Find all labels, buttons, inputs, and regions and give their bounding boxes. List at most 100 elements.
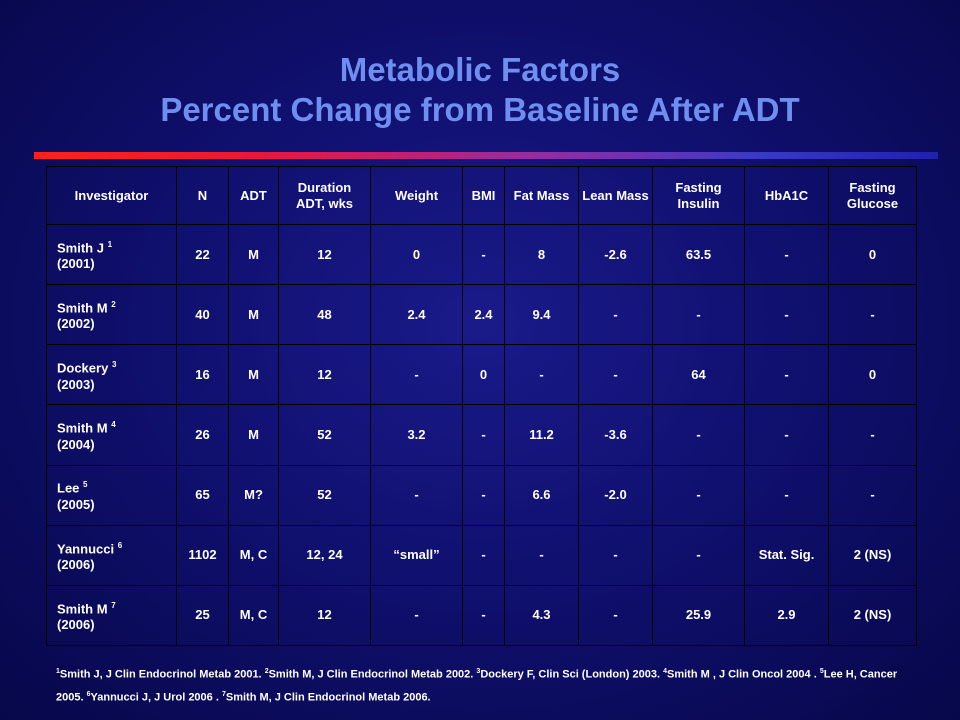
table-cell: -2.0 [578, 464, 653, 526]
investigator-name: Lee 5 [57, 477, 173, 496]
table-cell: 64 [652, 344, 745, 406]
investigator-year: (2002) [57, 316, 95, 332]
table-cell: M [228, 284, 279, 346]
table-cell: - [462, 464, 505, 526]
table-cell: 2.9 [744, 584, 829, 647]
table-cell: “small” [370, 524, 463, 586]
investigator-name-text: Lee [57, 480, 80, 496]
footnote-citation: Smith M , J Clin Oncol 2004 . [667, 668, 820, 681]
table-cell: 4.3 [504, 584, 579, 647]
title-line-2: Percent Change from Baseline After ADT [160, 91, 800, 128]
table-cell: - [744, 284, 829, 346]
investigator-year: (2001) [57, 256, 95, 272]
investigator-cell: Yannucci 6 (2006) [46, 524, 177, 586]
header-lean-mass: Lean Mass [578, 166, 653, 225]
table-cell: - [652, 464, 745, 526]
footnote-citation: Lee H, Cancer 2005. [56, 668, 898, 704]
table-cell: -2.6 [578, 223, 653, 286]
investigator-name: Smith J 1 [57, 237, 173, 256]
table-cell: - [744, 464, 829, 526]
table-cell: M? [228, 464, 279, 526]
table-cell: 11.2 [504, 404, 579, 466]
reference-number: 5 [83, 480, 88, 490]
header-fasting-insulin: Fasting Insulin [652, 166, 745, 225]
table-cell: 52 [278, 404, 371, 466]
investigator-cell: Smith M 7 (2006) [46, 584, 177, 647]
table-cell: - [370, 464, 463, 526]
table-cell: 6.6 [504, 464, 579, 526]
header-bmi: BMI [462, 166, 505, 225]
table-cell: - [744, 344, 829, 406]
footnote-ref-number: 3 [476, 668, 481, 675]
table-cell: - [744, 223, 829, 286]
investigator-year: (2003) [57, 376, 95, 392]
investigator-cell: Smith M 2 (2002) [46, 284, 177, 346]
reference-number: 7 [111, 600, 116, 610]
table-cell: 0 [828, 223, 917, 286]
table-row: Lee 5 (2005) 65 M? 52- -6.6 -2.0- - - [46, 464, 917, 526]
investigator-name: Yannucci 6 [57, 538, 173, 557]
investigator-cell: Smith M 4 (2004) [46, 404, 177, 466]
investigator-year: (2005) [57, 496, 95, 512]
table-cell: 65 [176, 464, 229, 526]
table-cell: -3.6 [578, 404, 653, 466]
table-cell: Stat. Sig. [744, 524, 829, 586]
investigator-name-text: Smith M [57, 300, 108, 316]
table-cell: 2.4 [370, 284, 463, 346]
table-cell: 12 [278, 344, 371, 406]
footnote-citation: Yannucci J, J Urol 2006 . [90, 691, 222, 704]
footnote-ref-number: 2 [264, 668, 269, 675]
table-cell: M [228, 344, 279, 406]
table-row: Yannucci 6 (2006) 1102 M, C 12, 24 “small” - - -… [46, 524, 917, 586]
table-cell: 22 [176, 223, 229, 286]
footnote-ref-number: 1 [56, 668, 60, 675]
table-cell: 1102 [176, 524, 229, 586]
table-cell: M, C [228, 524, 279, 586]
table-cell: - [370, 584, 463, 647]
table-cell: - [462, 584, 505, 647]
table-cell: M [228, 404, 279, 466]
header-weight: Weight [370, 166, 463, 225]
table-cell: - [504, 524, 579, 586]
table-header-row: Investigator N ADT Duration ADT, wks Wei… [46, 166, 917, 225]
table-cell: 26 [176, 404, 229, 466]
table-cell: - [578, 344, 653, 406]
footnote-citation: Smith M, J Clin Endocrinol Metab 2002. [268, 668, 477, 681]
table-cell: 0 [828, 344, 917, 406]
table-cell: - [828, 404, 917, 466]
investigator-name-text: Dockery [57, 360, 109, 376]
header-hba1c: HbA1C [744, 166, 829, 225]
investigator-cell: Dockery 3 (2003) [46, 344, 177, 406]
table-cell: - [578, 524, 653, 586]
table-cell: - [504, 344, 579, 406]
table-cell: - [828, 464, 917, 526]
table-cell: 0 [462, 344, 505, 406]
table-body: Smith J 1 (2001) 22 M 12 0-8 -2.6 63.5-0 Smith M… [46, 223, 917, 647]
table-cell: 3.2 [370, 404, 463, 466]
reference-number: 4 [111, 420, 116, 430]
table-cell: 2 (NS) [828, 524, 917, 586]
table-row: Smith M 7 (2006) 25 M, C 12- -4.3-25.9 2.9 2 (N… [46, 584, 917, 647]
table-cell: 25.9 [652, 584, 745, 647]
reference-number: 6 [117, 540, 123, 550]
table-cell: - [462, 223, 505, 286]
table-cell: 8 [504, 223, 579, 286]
table-cell: - [462, 404, 505, 466]
title-line-1: Metabolic Factors [339, 51, 621, 88]
footnote-ref-number: 5 [819, 668, 824, 675]
table-cell: - [828, 284, 917, 346]
footnote-citation: Dockery F, Clin Sci (London) 2003. [480, 668, 664, 681]
table-cell: 52 [278, 464, 371, 526]
table-cell: 63.5 [652, 223, 745, 286]
investigator-year: (2006) [57, 556, 95, 572]
header-fasting-glucose: Fasting Glucose [828, 166, 917, 225]
reference-number: 2 [111, 300, 116, 310]
header-n: N [176, 166, 229, 225]
investigator-cell: Lee 5 (2005) [46, 464, 177, 526]
table-cell: - [462, 524, 505, 586]
reference-number: 1 [107, 239, 113, 249]
table-cell: M [228, 223, 279, 286]
table-cell: 48 [278, 284, 371, 346]
table-row: Smith J 1 (2001) 22 M 12 0-8 -2.6 63.5-0 [46, 223, 917, 286]
investigator-name: Smith M 2 [57, 297, 173, 316]
